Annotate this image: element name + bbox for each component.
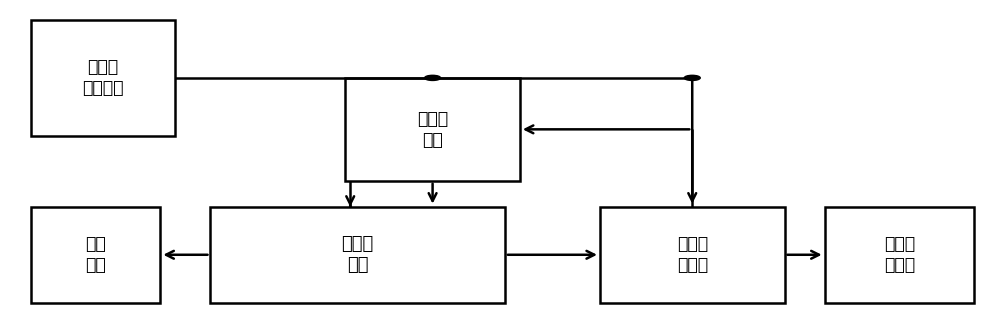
Text: 整周期
旋转控制: 整周期 旋转控制 [82,58,124,97]
FancyBboxPatch shape [600,206,785,303]
Circle shape [684,75,700,80]
FancyBboxPatch shape [31,206,160,303]
Circle shape [425,75,441,80]
Text: 校正质
量解算: 校正质 量解算 [884,235,915,274]
Text: 转子
系统: 转子 系统 [85,235,106,274]
FancyBboxPatch shape [345,78,520,181]
Text: 磁悬浮
控制: 磁悬浮 控制 [342,235,374,274]
Text: 自对中
控制: 自对中 控制 [417,110,448,149]
FancyBboxPatch shape [210,206,505,303]
FancyBboxPatch shape [825,206,974,303]
Text: 同频电
流提取: 同频电 流提取 [677,235,708,274]
FancyBboxPatch shape [31,20,175,136]
